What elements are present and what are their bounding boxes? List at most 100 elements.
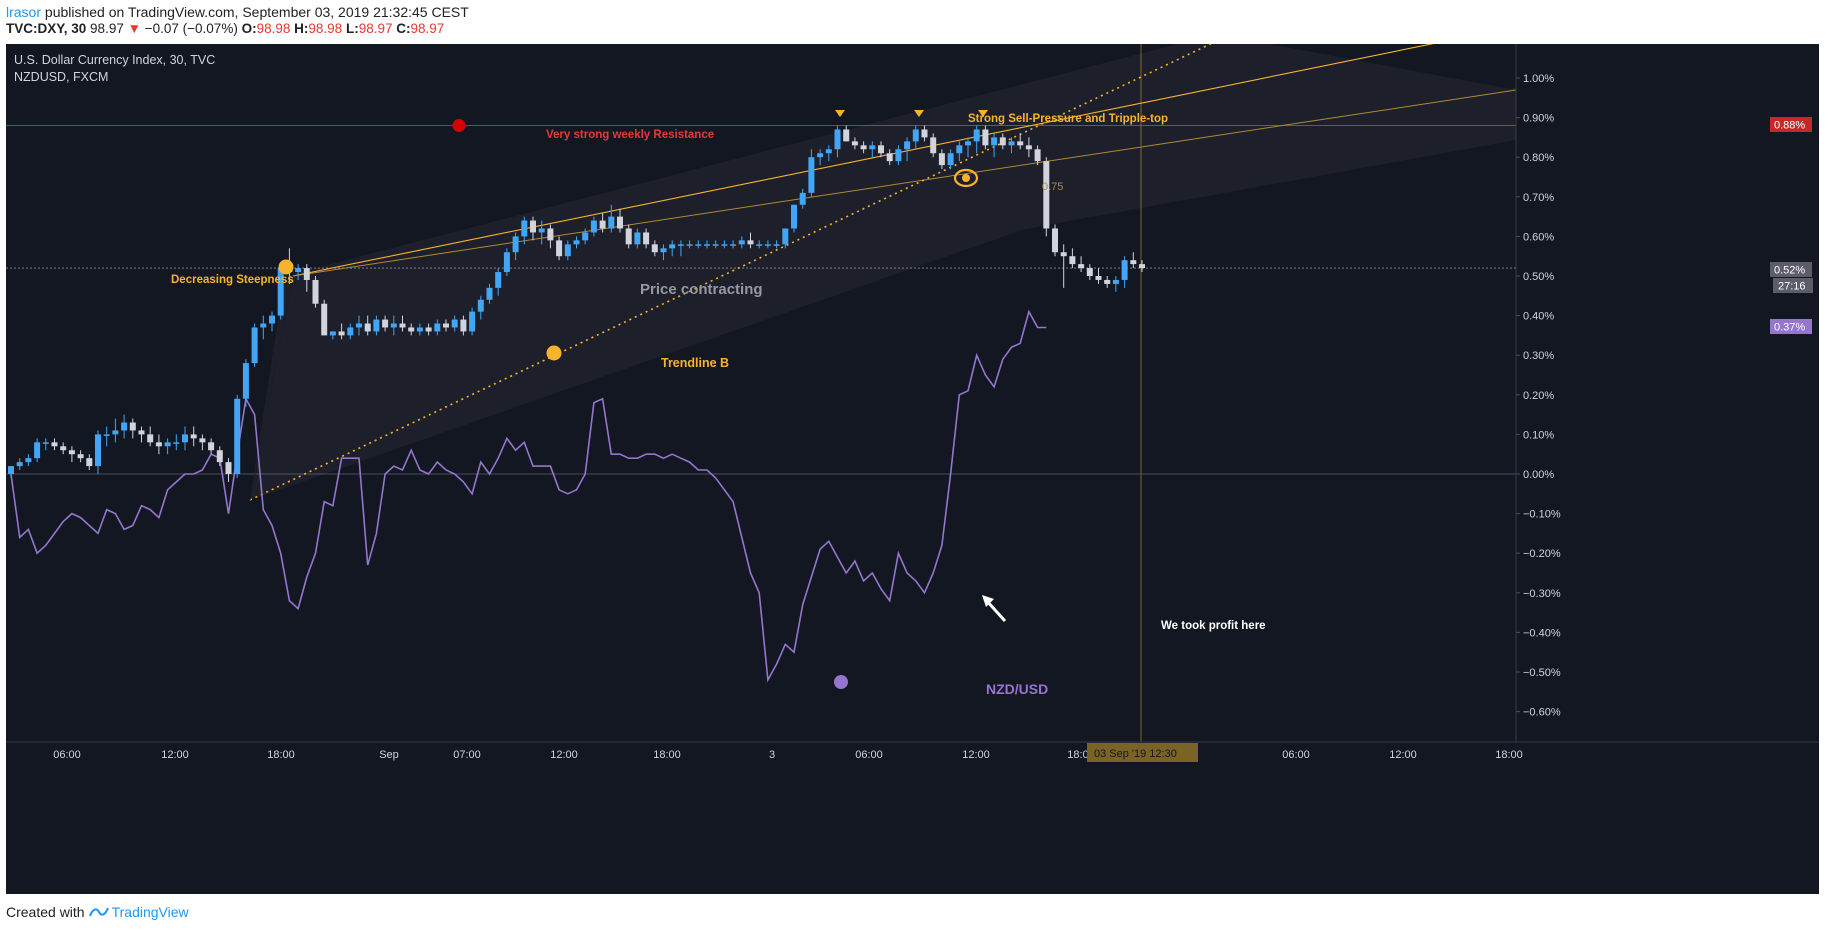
time-tick-label: 3: [769, 749, 775, 761]
candle-body: [530, 220, 536, 233]
sell-pressure-annotation: Strong Sell-Pressure and Tripple-top: [968, 113, 1168, 125]
candle-body: [503, 252, 510, 273]
candle-body: [869, 145, 876, 150]
candle-body: [773, 244, 780, 246]
candle-body: [25, 458, 32, 463]
candle-body: [477, 299, 484, 312]
candle-body: [425, 327, 432, 332]
candle-body: [1025, 145, 1032, 150]
price-tick-label: 0.70%: [1523, 192, 1554, 204]
candle-body: [356, 323, 362, 328]
wedge-edge: [249, 275, 294, 501]
created-with-label: Created with: [6, 904, 85, 920]
symbol-ohlc-line: TVC:DXY, 30 98.97 ▼ −0.07 (−0.07%) O:98.…: [6, 21, 444, 36]
chart-container[interactable]: 1.00% 0.90% 0.80% 0.70% 0.60% 0.50% 0.40% 0.30%…: [6, 34, 1819, 899]
price-chart[interactable]: 1.00% 0.90% 0.80% 0.70% 0.60% 0.50% 0.40% 0.30%…: [6, 34, 1819, 894]
compare-price-tag: [1770, 319, 1812, 334]
candle-body: [95, 434, 101, 467]
high-label: H:: [294, 21, 309, 36]
candle-body: [956, 145, 963, 154]
candle-body: [190, 434, 197, 439]
wedge-fill: [250, 34, 1516, 499]
candle-body: [51, 442, 58, 447]
price-tick-label: −0.40%: [1523, 627, 1561, 639]
author-link[interactable]: lrasor: [6, 4, 42, 20]
main-series-legend[interactable]: U.S. Dollar Currency Index, 30, TVC: [14, 53, 215, 67]
price-contracting-annotation: Price contracting: [640, 281, 763, 298]
candle-body: [1069, 256, 1076, 265]
candle-body: [103, 434, 110, 436]
candle-body: [677, 244, 684, 246]
axis-layer: 1.00% 0.90% 0.80% 0.70% 0.60% 0.50% 0.40% 0.30%…: [6, 44, 1819, 894]
candle-body: [251, 327, 258, 364]
resistance-price-tag: [1770, 117, 1812, 132]
triple-top-marker: [835, 110, 845, 117]
price-tick-label: −0.10%: [1523, 509, 1561, 521]
time-tick-label: 06:00: [855, 749, 883, 761]
nzdusd-low-dot: [834, 675, 848, 689]
candle-body: [303, 268, 310, 280]
publish-info: published on TradingView.com, September …: [44, 4, 469, 20]
candle-body: [121, 422, 128, 431]
price-tick-label: 0.30%: [1523, 350, 1554, 362]
compare-series-legend[interactable]: NZDUSD, FXCM: [14, 70, 108, 84]
time-tick-label: 18:00: [267, 749, 295, 761]
candle-body: [747, 240, 754, 245]
candle-body: [68, 450, 75, 455]
price-tick-label: 1.00%: [1523, 73, 1554, 85]
candle-body: [712, 244, 719, 246]
countdown-tag: [1773, 278, 1813, 293]
candle-body: [669, 244, 676, 249]
price-tick-label: 0.80%: [1523, 152, 1554, 164]
candle-body: [1104, 279, 1111, 284]
candle-body: [199, 438, 206, 443]
candle-body: [878, 145, 884, 154]
candle-body: [208, 442, 215, 451]
candle-body: [573, 240, 580, 245]
candle-body: [791, 204, 797, 229]
tradingview-link[interactable]: TradingView: [88, 904, 189, 920]
candle-body: [912, 129, 919, 142]
candle-body: [42, 442, 49, 444]
triple-top-marker: [978, 110, 988, 117]
candle-body: [686, 244, 693, 246]
candle-body: [260, 323, 267, 328]
publish-header: lrasor published on TradingView.com, Sep…: [6, 4, 469, 20]
candle-body: [643, 232, 650, 245]
candle-body: [730, 244, 737, 246]
candle-body: [965, 141, 971, 146]
low-label: L:: [345, 21, 359, 36]
candle-body: [512, 236, 519, 253]
time-tick-label: 06:00: [53, 749, 81, 761]
candle-body: [738, 240, 745, 245]
time-tick-label: 18:00: [653, 749, 681, 761]
candle-body: [329, 331, 336, 336]
last-price: 98.97: [90, 21, 124, 36]
candle-body: [991, 137, 998, 146]
candle-body: [77, 454, 84, 459]
candle-body: [1052, 228, 1058, 253]
decreasing-steepness-dot: [278, 259, 294, 275]
time-tick-label: 18:00: [1495, 749, 1523, 761]
decreasing-steepness-annotation: Decreasing Steepness: [171, 274, 294, 286]
candle-body: [617, 216, 623, 229]
price-tick-label: −0.30%: [1523, 588, 1561, 600]
eye-icon: [953, 168, 979, 188]
crosshair-time-tag: [1087, 743, 1198, 762]
candle-body: [947, 153, 954, 166]
time-tick-label: 12:00: [1389, 749, 1417, 761]
resistance-annotation: Very strong weekly Resistance: [546, 129, 714, 141]
candle-body: [721, 244, 728, 246]
time-tick-label: 12:00: [962, 749, 990, 761]
compare-price-text: 0.37%: [1774, 322, 1805, 334]
candle-body: [399, 323, 406, 328]
candle-body: [451, 319, 458, 328]
candle-body: [155, 442, 162, 447]
price-tick-label: 0.60%: [1523, 231, 1554, 243]
middle-trendline: [292, 89, 1517, 277]
candle-body: [1086, 268, 1093, 276]
candle-body: [860, 145, 867, 150]
candle-body: [1112, 279, 1119, 284]
candle-body: [347, 327, 354, 336]
low-value: 98.97: [358, 21, 393, 36]
